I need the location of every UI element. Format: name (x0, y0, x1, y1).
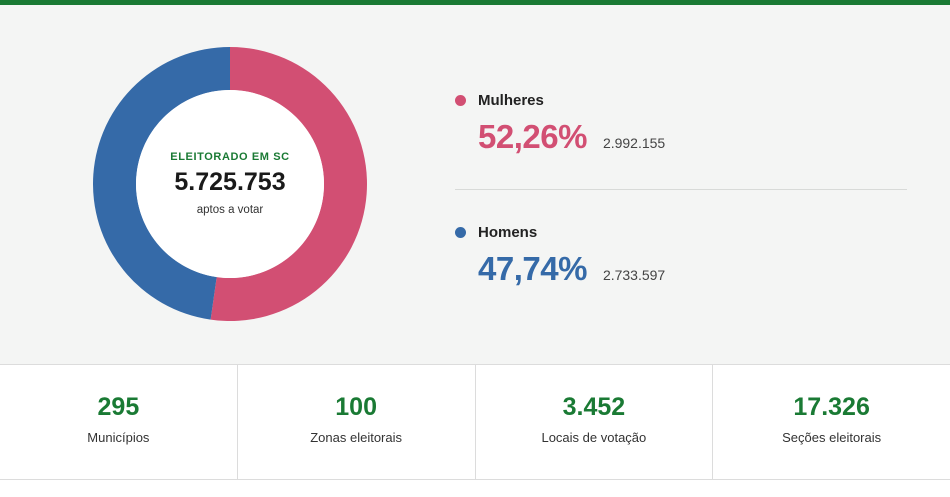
legend-men: Homens 47,74% 2.733.597 (455, 220, 905, 288)
women-label: Mulheres (478, 91, 544, 109)
stat-secoes: 17.326 Seções eleitorais (713, 365, 950, 479)
stats-bar: 295 Municípios 100 Zonas eleitorais 3.45… (0, 364, 950, 480)
women-percent: 52,26% (478, 118, 587, 155)
men-count: 2.733.597 (602, 267, 666, 283)
stat-label: Zonas eleitorais (310, 430, 403, 445)
donut-svg (93, 47, 367, 321)
stat-value: 3.452 (562, 393, 626, 421)
donut-center: ELEITORADO EM SC 5.725.753 aptos a votar (93, 47, 367, 321)
women-dot-icon (455, 94, 466, 106)
donut-slice-mulheres (210, 47, 367, 321)
women-count: 2.992.155 (602, 135, 666, 151)
stat-label: Locais de votação (541, 430, 647, 445)
stat-zonas: 100 Zonas eleitorais (238, 365, 476, 479)
legend-women: Mulheres 52,26% 2.992.155 (455, 88, 905, 156)
center-kicker: ELEITORADO EM SC (170, 151, 290, 163)
center-subtitle: aptos a votar (196, 204, 264, 216)
electorate-panel: ELEITORADO EM SC 5.725.753 aptos a votar… (0, 5, 950, 364)
men-percent: 47,74% (478, 250, 587, 287)
stat-label: Municípios (87, 430, 150, 445)
stat-locais: 3.452 Locais de votação (476, 365, 714, 479)
stat-value: 17.326 (793, 393, 870, 421)
men-label: Homens (478, 223, 538, 241)
stat-value: 295 (97, 393, 140, 421)
donut-hole (136, 90, 324, 278)
donut-slice-homens (93, 47, 230, 320)
stat-value: 100 (335, 393, 377, 421)
stat-municipios: 295 Municípios (0, 365, 238, 479)
center-total: 5.725.753 (174, 168, 286, 196)
men-dot-icon (455, 226, 466, 238)
legend-divider (455, 189, 907, 190)
stat-label: Seções eleitorais (782, 430, 882, 445)
donut-chart: ELEITORADO EM SC 5.725.753 aptos a votar (93, 47, 367, 321)
top-accent-bar (0, 0, 950, 5)
